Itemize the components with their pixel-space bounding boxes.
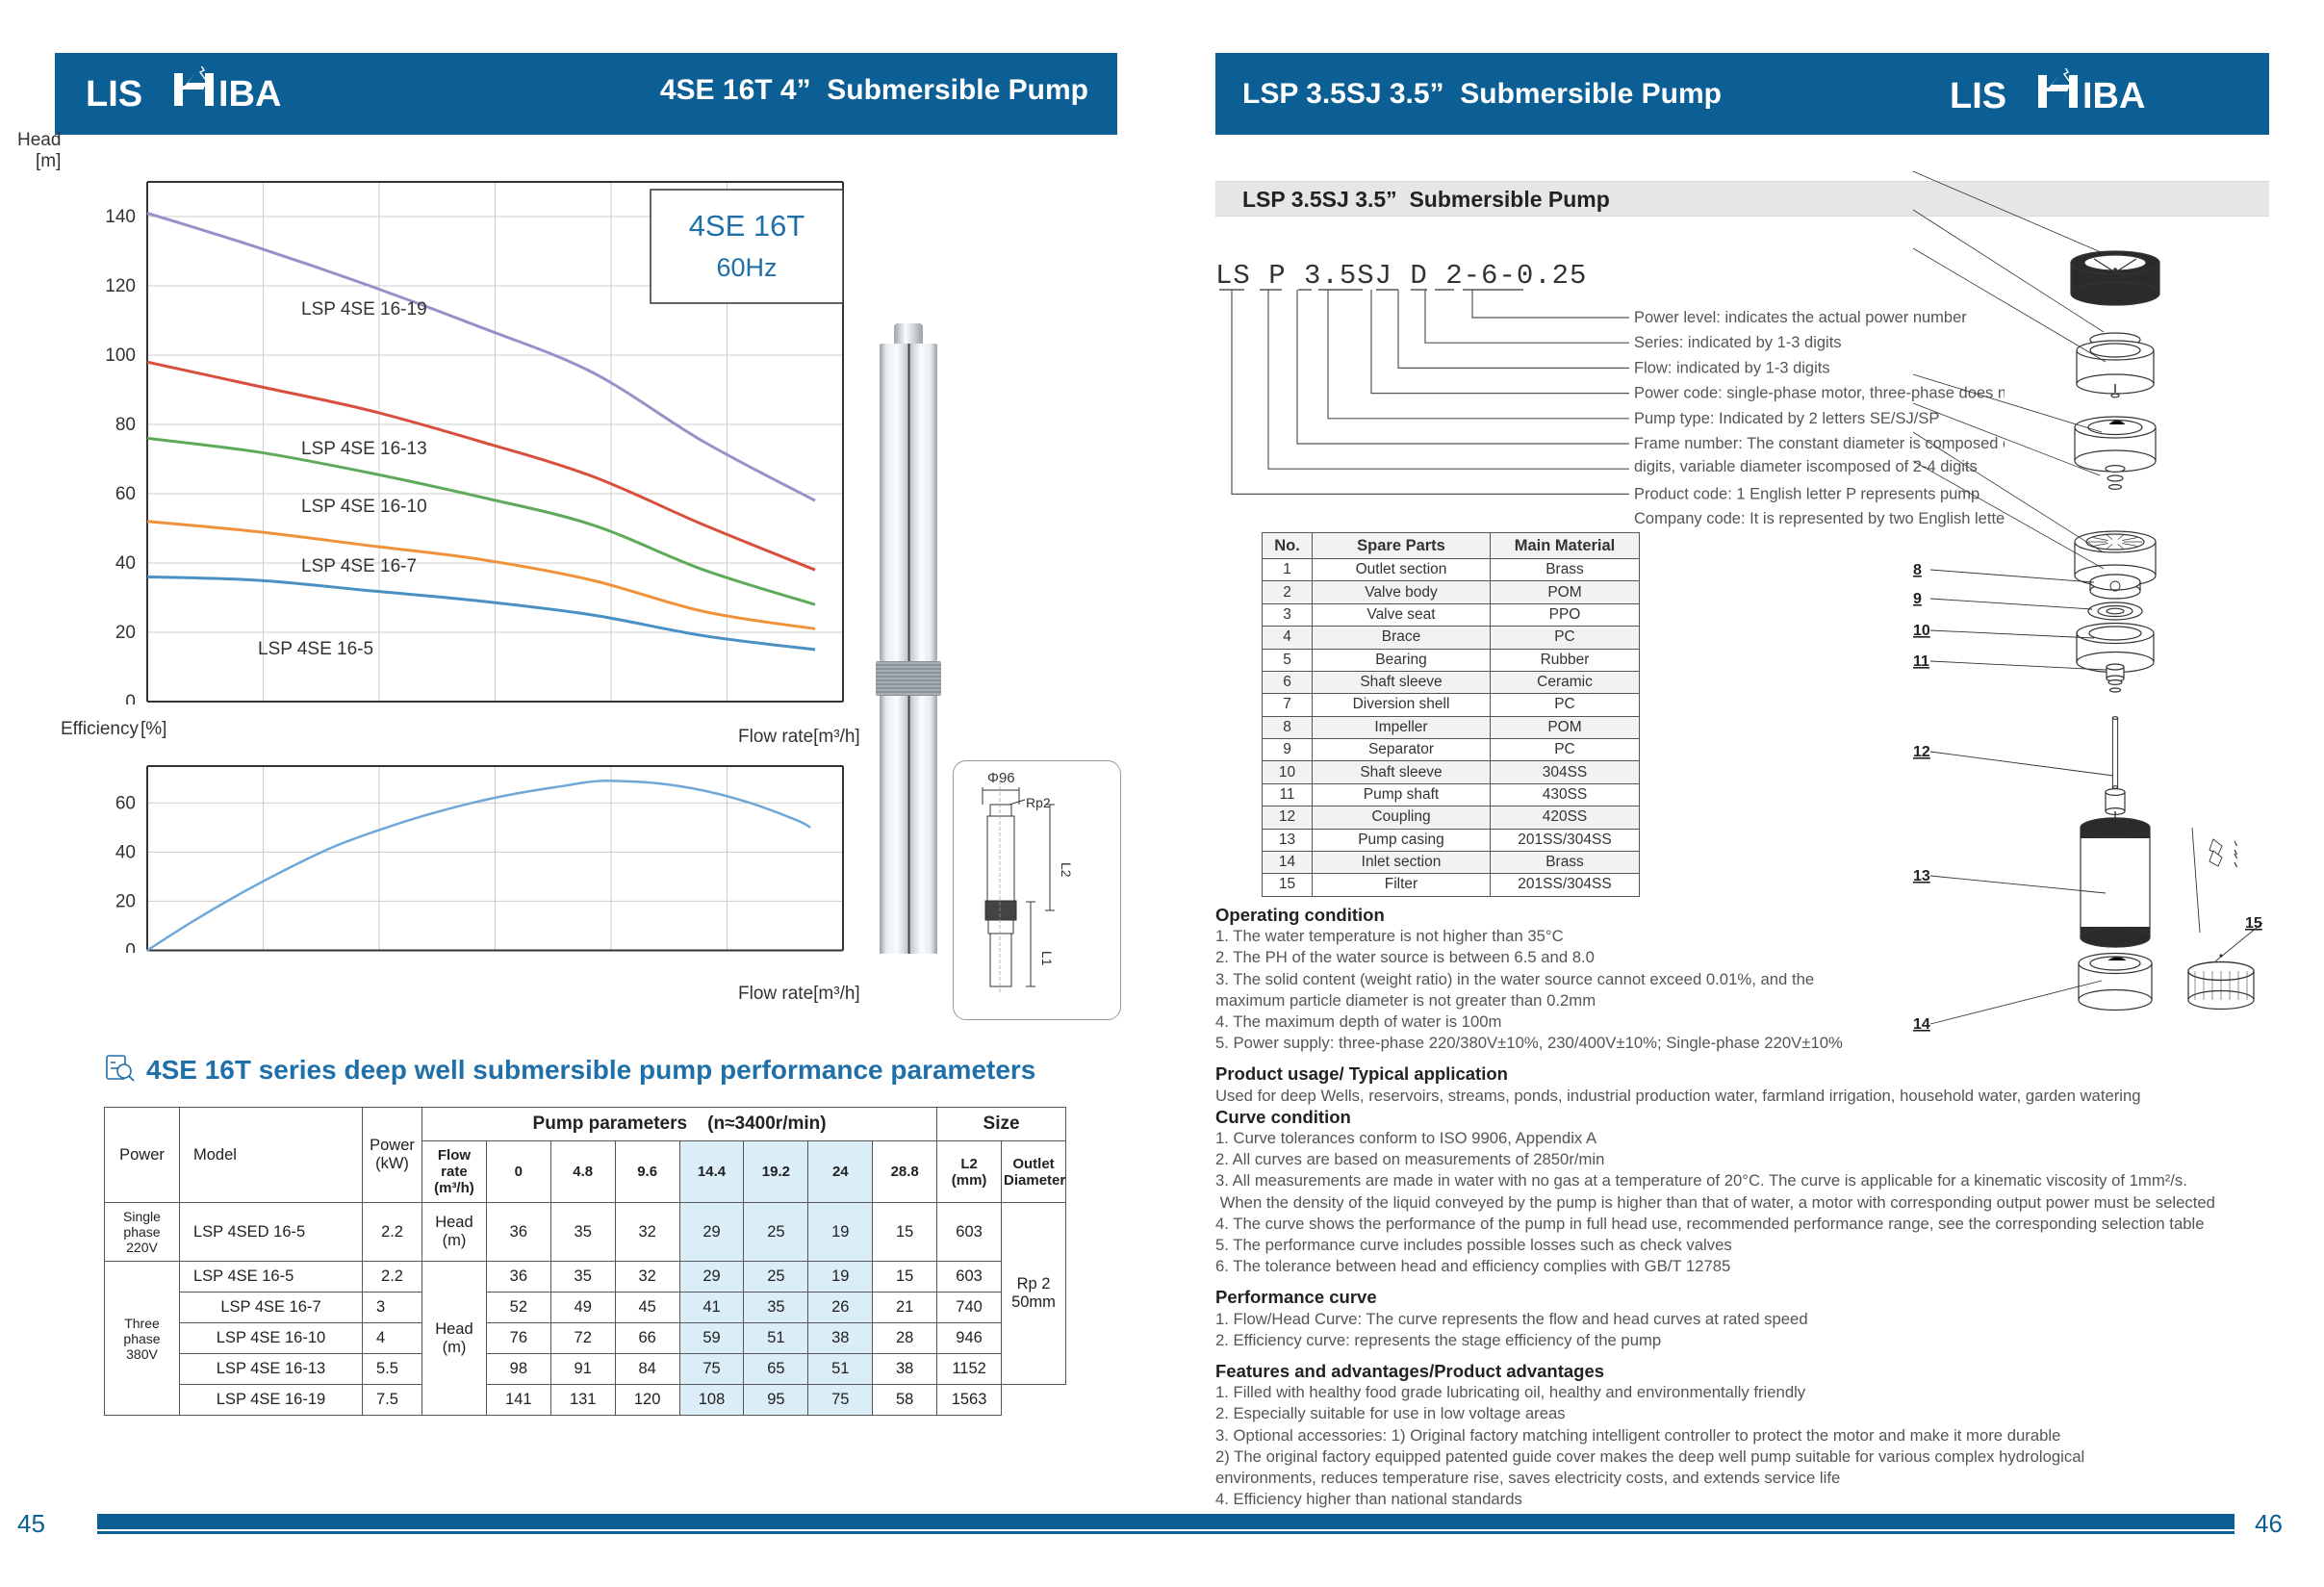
svg-text:140: 140	[105, 207, 136, 227]
svg-text:100: 100	[105, 346, 136, 366]
svg-text:80: 80	[115, 415, 136, 435]
svg-text:L1: L1	[1039, 951, 1055, 966]
svg-text:IBA: IBA	[2082, 76, 2145, 116]
svg-text:120: 120	[105, 276, 136, 296]
svg-text:Flow: indicated by 1-3 digits: Flow: indicated by 1-3 digits	[1634, 359, 1830, 376]
svg-text:20: 20	[115, 623, 136, 643]
svg-text:LSP 4SE 16-7: LSP 4SE 16-7	[301, 556, 417, 576]
svg-text:0: 0	[125, 941, 136, 954]
svg-text:13: 13	[1913, 868, 1930, 884]
svg-text:Series: indicated by 1-3 digit: Series: indicated by 1-3 digits	[1634, 334, 1842, 351]
svg-text:40: 40	[115, 553, 136, 574]
svg-text:LSP 4SE 16-19: LSP 4SE 16-19	[301, 299, 427, 320]
svg-text:9: 9	[1913, 591, 1922, 607]
svg-text:40: 40	[115, 842, 136, 862]
svg-text:LS P 3.5SJ D 2-6-0.25: LS P 3.5SJ D 2-6-0.25	[1215, 260, 1587, 292]
svg-text:12: 12	[1913, 744, 1930, 760]
svg-text:Rp2: Rp2	[1026, 795, 1051, 810]
svg-text:IBA: IBA	[218, 74, 281, 115]
svg-text:LIS: LIS	[1950, 76, 2006, 116]
svg-text:0: 0	[125, 692, 136, 704]
svg-text:60Hz: 60Hz	[716, 253, 777, 282]
svg-text:8: 8	[1913, 562, 1922, 578]
svg-text:10: 10	[1913, 623, 1930, 639]
svg-text:LSP 4SE 16-13: LSP 4SE 16-13	[301, 439, 427, 459]
svg-text:60: 60	[115, 793, 136, 813]
svg-text:LIS: LIS	[86, 74, 142, 115]
svg-text:L2: L2	[1059, 862, 1074, 878]
svg-text:11: 11	[1913, 653, 1929, 670]
svg-text:Φ96: Φ96	[987, 770, 1015, 786]
svg-text:20: 20	[115, 891, 136, 911]
svg-text:4SE 16T: 4SE 16T	[689, 209, 805, 243]
svg-text:60: 60	[115, 484, 136, 504]
svg-text:LSP 4SE 16-5: LSP 4SE 16-5	[258, 639, 373, 659]
svg-text:LSP 4SE 16-10: LSP 4SE 16-10	[301, 497, 427, 517]
